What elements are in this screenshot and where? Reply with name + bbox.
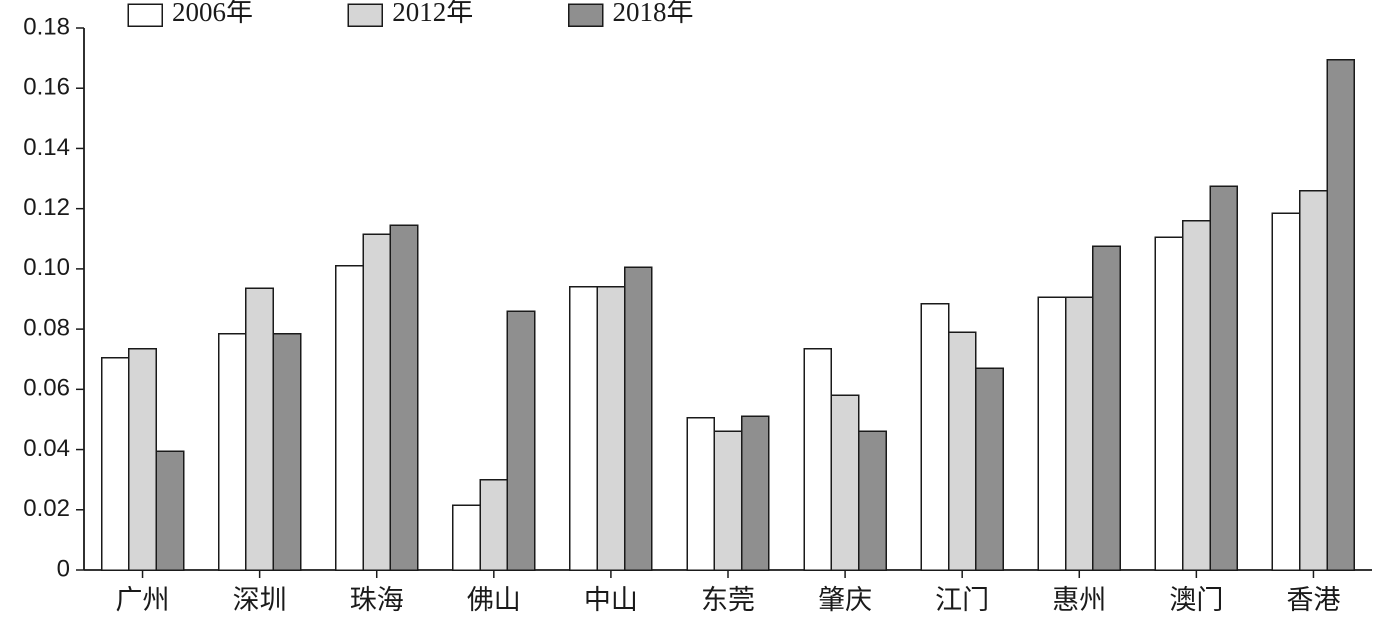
legend-swatch <box>569 4 603 26</box>
bar <box>336 266 363 570</box>
y-tick-label: 0.12 <box>23 194 70 221</box>
bar <box>507 311 534 570</box>
bar <box>1038 297 1065 570</box>
chart-container: 0 0.02 0.04 0.06 0.08 0.10 0.12 0.14 0.16 0.18 广州 深… <box>0 0 1379 623</box>
x-tick-label: 广州 <box>116 585 170 615</box>
bar <box>273 334 300 570</box>
legend-swatch <box>128 4 162 26</box>
y-tick-label: 0.16 <box>23 74 70 101</box>
bar <box>570 287 597 570</box>
bar <box>363 234 390 570</box>
legend-swatch <box>348 4 382 26</box>
x-tick-label: 香港 <box>1286 585 1340 615</box>
legend-label: 2006年 <box>172 0 253 27</box>
legend-label: 2012年 <box>392 0 473 27</box>
x-tick-label: 中山 <box>584 585 638 615</box>
y-tick-label: 0.14 <box>23 134 70 161</box>
bar <box>831 395 858 570</box>
bar <box>921 304 948 570</box>
bar <box>156 451 183 570</box>
y-tick-label: 0.10 <box>23 254 70 281</box>
bar <box>1300 191 1327 570</box>
bar <box>246 288 273 570</box>
x-tick-label: 肇庆 <box>818 585 872 615</box>
y-tick-label: 0.08 <box>23 314 70 341</box>
bar <box>102 358 129 570</box>
bar <box>976 368 1003 570</box>
bar <box>1155 237 1182 570</box>
bar <box>1272 213 1299 570</box>
bar <box>714 431 741 570</box>
bar <box>1210 186 1237 570</box>
bar-chart: 0 0.02 0.04 0.06 0.08 0.10 0.12 0.14 0.16 0.18 广州 深… <box>0 0 1379 623</box>
x-tick-label: 深圳 <box>233 585 287 615</box>
bar <box>1066 297 1093 570</box>
bar <box>219 334 246 570</box>
bar <box>453 505 480 570</box>
x-tick-label: 江门 <box>935 585 989 615</box>
bar <box>625 267 652 570</box>
y-tick-label: 0.04 <box>23 435 70 462</box>
y-tick-label: 0 <box>57 555 70 582</box>
x-tick-label: 东莞 <box>701 585 755 615</box>
bar <box>129 349 156 570</box>
x-tick-label: 澳门 <box>1169 585 1223 615</box>
y-tick-label: 0.06 <box>23 375 70 402</box>
bar <box>480 480 507 570</box>
y-tick-label: 0.18 <box>23 13 70 40</box>
bar <box>597 287 624 570</box>
bar <box>1327 60 1354 570</box>
bar <box>1093 246 1120 570</box>
x-tick-label: 珠海 <box>350 585 404 615</box>
bar <box>859 431 886 570</box>
x-tick-label: 佛山 <box>467 585 521 615</box>
bar <box>742 416 769 570</box>
legend-label: 2018年 <box>613 0 694 27</box>
bar <box>804 349 831 570</box>
bar <box>1183 221 1210 570</box>
y-tick-label: 0.02 <box>23 495 70 522</box>
bar <box>949 332 976 570</box>
bar <box>687 418 714 570</box>
bar <box>390 225 417 570</box>
x-tick-label: 惠州 <box>1052 585 1106 615</box>
